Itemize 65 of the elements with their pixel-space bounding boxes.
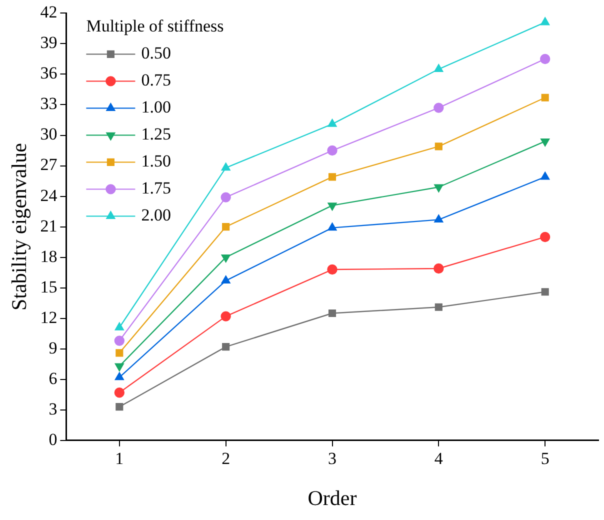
x-tick-label: 5 xyxy=(540,449,550,468)
y-tick-label: 15 xyxy=(40,277,58,296)
y-tick-label: 30 xyxy=(40,124,58,144)
point xyxy=(116,403,124,411)
legend-label: 1.00 xyxy=(141,98,171,117)
point xyxy=(434,303,442,311)
y-tick-label: 0 xyxy=(48,430,58,449)
x-tick-label: 4 xyxy=(434,449,444,468)
y-tick-label: 36 xyxy=(40,64,58,83)
point xyxy=(434,184,444,192)
point xyxy=(114,336,125,346)
point xyxy=(328,173,336,181)
x-axis-title: Order xyxy=(308,486,357,510)
y-tick-label: 39 xyxy=(40,33,58,52)
point xyxy=(222,343,230,351)
point xyxy=(434,142,442,150)
point xyxy=(540,138,550,146)
point xyxy=(327,264,338,275)
point xyxy=(328,202,337,211)
y-tick-label: 6 xyxy=(48,368,58,388)
legend-label: 2.00 xyxy=(141,206,171,225)
point xyxy=(434,214,444,223)
point xyxy=(540,54,550,64)
y-tick-label: 42 xyxy=(40,2,58,22)
point xyxy=(434,64,444,72)
point xyxy=(434,263,444,274)
point xyxy=(221,276,230,284)
point xyxy=(540,232,550,242)
x-tick-label: 3 xyxy=(328,449,336,468)
y-tick-label: 18 xyxy=(40,246,58,266)
point xyxy=(220,311,231,322)
y-axis-title: Stability eigenvalue xyxy=(7,143,32,310)
y-tick-label: 21 xyxy=(40,216,58,236)
y-tick-label: 12 xyxy=(40,308,58,327)
y-tick-label: 33 xyxy=(40,94,58,114)
point xyxy=(220,192,231,202)
point xyxy=(114,372,124,380)
point xyxy=(328,309,336,318)
point xyxy=(540,172,550,180)
legend-label: 1.75 xyxy=(141,178,171,198)
point xyxy=(221,254,230,262)
point xyxy=(114,363,124,372)
legend-title: Multiple of stiffness xyxy=(86,16,224,36)
legend-label: 0.75 xyxy=(141,70,171,90)
point xyxy=(114,387,125,398)
point xyxy=(327,145,338,156)
legend-label: 1.50 xyxy=(141,152,171,171)
point xyxy=(116,349,124,357)
y-tick-label: 3 xyxy=(48,399,58,418)
point xyxy=(541,288,549,296)
point xyxy=(541,94,549,102)
point xyxy=(222,223,230,231)
x-tick-label: 1 xyxy=(115,449,124,468)
point xyxy=(221,162,230,171)
point xyxy=(328,118,337,127)
y-tick-label: 9 xyxy=(48,338,58,358)
point xyxy=(328,222,337,231)
legend-label: 0.50 xyxy=(141,44,171,63)
point xyxy=(434,102,444,113)
legend-label: 1.25 xyxy=(141,124,171,144)
x-tick-label: 2 xyxy=(222,449,230,468)
point xyxy=(114,322,124,330)
y-tick-label: 24 xyxy=(40,186,58,205)
point xyxy=(540,17,550,26)
y-tick-label: 27 xyxy=(40,155,58,174)
